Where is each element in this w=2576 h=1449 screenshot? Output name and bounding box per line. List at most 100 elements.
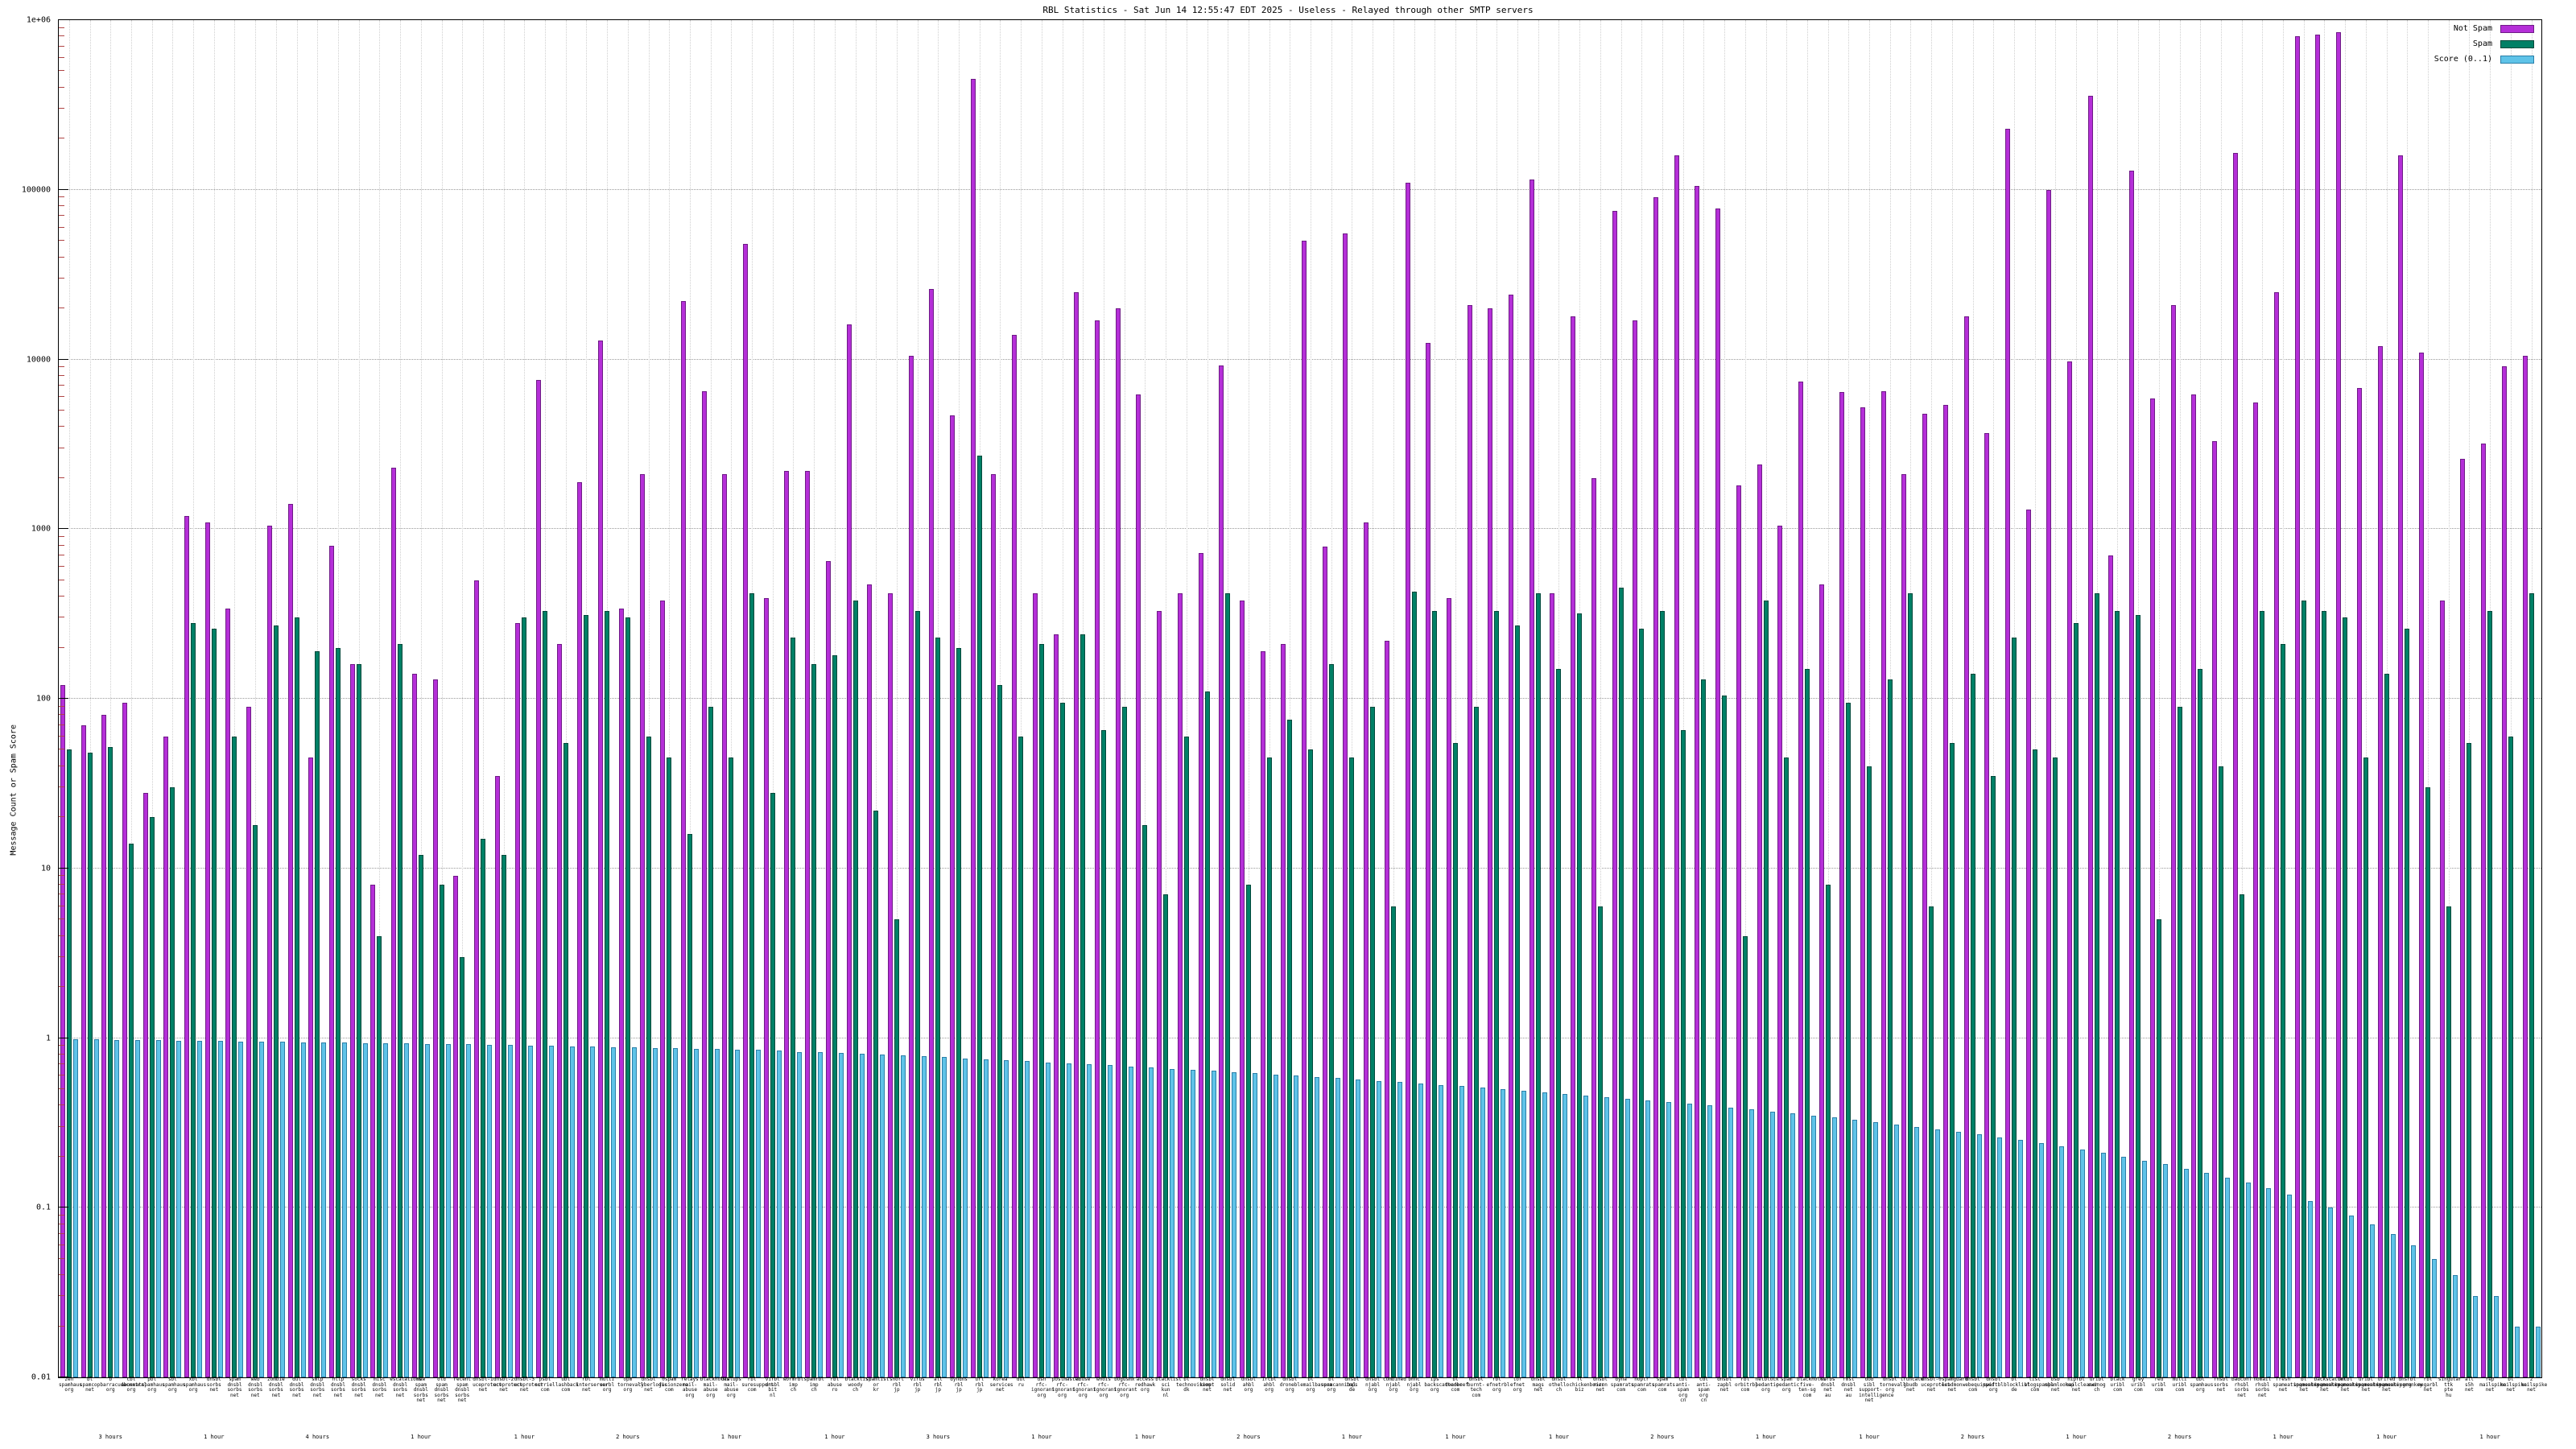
bar-not-spam (970, 79, 976, 1377)
bar-score-0-1 (2204, 1173, 2210, 1377)
bar-score-0-1 (983, 1059, 989, 1377)
x-label: whois rfc-ignorant org (1093, 1377, 1117, 1398)
bar-score-0-1 (1377, 1080, 1382, 1377)
bar-score-0-1 (611, 1047, 617, 1377)
bar-group (2314, 20, 2335, 1377)
x-duration-label: 2 hours (2167, 1434, 2192, 1440)
bar-spam (1432, 610, 1438, 1377)
bar-spam (852, 600, 858, 1377)
x-label: singular ttk pte hu (2438, 1377, 2462, 1398)
x-label: grey uribl com (2131, 1377, 2146, 1393)
x-label: dnsbl solid net (1220, 1377, 1236, 1393)
bar-not-spam (349, 663, 355, 1377)
bar-not-spam (1736, 485, 1741, 1377)
y-minor-tick (59, 1063, 64, 1065)
bar-group (514, 20, 535, 1377)
y-minor-tick (59, 1155, 64, 1157)
legend: Not Spam Spam Score (0..1) (2434, 24, 2534, 70)
bar-not-spam (184, 515, 190, 1377)
bar-spam (563, 742, 568, 1377)
bar-group (287, 20, 308, 1377)
bar-group (1135, 20, 1156, 1377)
y-minor-tick (59, 646, 64, 648)
x-gridline (1682, 20, 1684, 1377)
bar-group (1797, 20, 1818, 1377)
bar-spam (625, 617, 630, 1377)
bar-spam (2094, 592, 2099, 1377)
bar-not-spam (2232, 152, 2238, 1377)
bar-spam (708, 706, 713, 1377)
bar-not-spam (1922, 413, 1928, 1377)
x-label: bl emailbasura org (1300, 1377, 1332, 1393)
y-gridline (59, 358, 2541, 360)
x-label: tor efnet org (1510, 1377, 1525, 1393)
bar-spam (1825, 885, 1831, 1377)
bar-spam (2322, 610, 2327, 1377)
bar-score-0-1 (1045, 1062, 1051, 1377)
x-label: dnsbl burnt-tech com (1467, 1377, 1485, 1398)
bar-group (1093, 20, 1114, 1377)
bar-score-0-1 (1335, 1078, 1340, 1377)
x-duration-label: 1 hour (411, 1434, 431, 1440)
x-label: urired spameatingmonkey net 1 hour (2376, 1377, 2423, 1442)
bar-score-0-1 (238, 1042, 244, 1377)
bar-not-spam (453, 876, 459, 1377)
bar-score-0-1 (134, 1040, 140, 1377)
x-label: dnsbl swiftbl org (1983, 1377, 2004, 1393)
bar-group (865, 20, 886, 1377)
bar-score-0-1 (1542, 1092, 1547, 1377)
not-spam-swatch-icon (2500, 24, 2534, 33)
bar-spam (1722, 695, 1728, 1377)
bar-group (2149, 20, 2169, 1377)
bar-spam (1577, 613, 1583, 1377)
y-gridline (59, 698, 2541, 699)
x-duration-label: 4 hours (305, 1434, 330, 1440)
bar-group (369, 20, 390, 1377)
x-duration-label: 1 hour (2066, 1434, 2087, 1440)
bar-not-spam (763, 598, 769, 1377)
y-major-tick (59, 19, 68, 20)
x-label: dnsbl-3 uceprotect net 1 hour (514, 1377, 543, 1442)
bar-group (2066, 20, 2087, 1377)
x-label: dnsbl-2 uceprotect net (493, 1377, 522, 1393)
bar-not-spam (1177, 592, 1183, 1377)
x-gridline (1021, 20, 1022, 1377)
bar-group (1611, 20, 1632, 1377)
x-duration-label: 1 hour (1341, 1434, 1363, 1440)
x-label: web dnsbl sorbs net (248, 1377, 263, 1398)
bar-group (2521, 20, 2542, 1377)
x-label: rhsbl sorbs net (2213, 1377, 2228, 1393)
bar-group (1963, 20, 1984, 1377)
y-minor-tick (59, 875, 64, 877)
bar-group (1921, 20, 1942, 1377)
x-label: multi surbl org (600, 1377, 615, 1393)
x-label: dul dnsbl sorbs net (289, 1377, 304, 1398)
bar-not-spam (846, 324, 852, 1377)
bar-spam (149, 817, 155, 1377)
bar-score-0-1 (921, 1056, 927, 1377)
x-label: relays mail-abuse org (681, 1377, 699, 1398)
x-label: spamrbl imp ch (803, 1377, 824, 1393)
x-gridline (1786, 20, 1788, 1377)
x-gridline (669, 20, 671, 1377)
bar-spam (873, 810, 879, 1377)
x-gridline (1600, 20, 1601, 1377)
y-minor-tick (59, 215, 64, 217)
bar-not-spam (1818, 584, 1824, 1377)
bar-spam (1059, 702, 1065, 1377)
x-label: bogusmx rfc-ignorant org (1113, 1377, 1137, 1398)
bar-score-0-1 (1873, 1121, 1879, 1377)
bar-spam (439, 885, 444, 1377)
bar-group (1176, 20, 1197, 1377)
bar-score-0-1 (1748, 1109, 1754, 1377)
x-gridline (689, 20, 691, 1377)
bar-group (1279, 20, 1300, 1377)
bar-spam (335, 647, 341, 1377)
x-gridline (2220, 20, 2222, 1377)
bar-group (1818, 20, 1839, 1377)
bar-group (100, 20, 121, 1377)
bar-score-0-1 (383, 1043, 389, 1377)
bar-score-0-1 (1170, 1068, 1175, 1377)
bar-group (2376, 20, 2397, 1377)
spam-swatch-icon (2500, 39, 2534, 48)
